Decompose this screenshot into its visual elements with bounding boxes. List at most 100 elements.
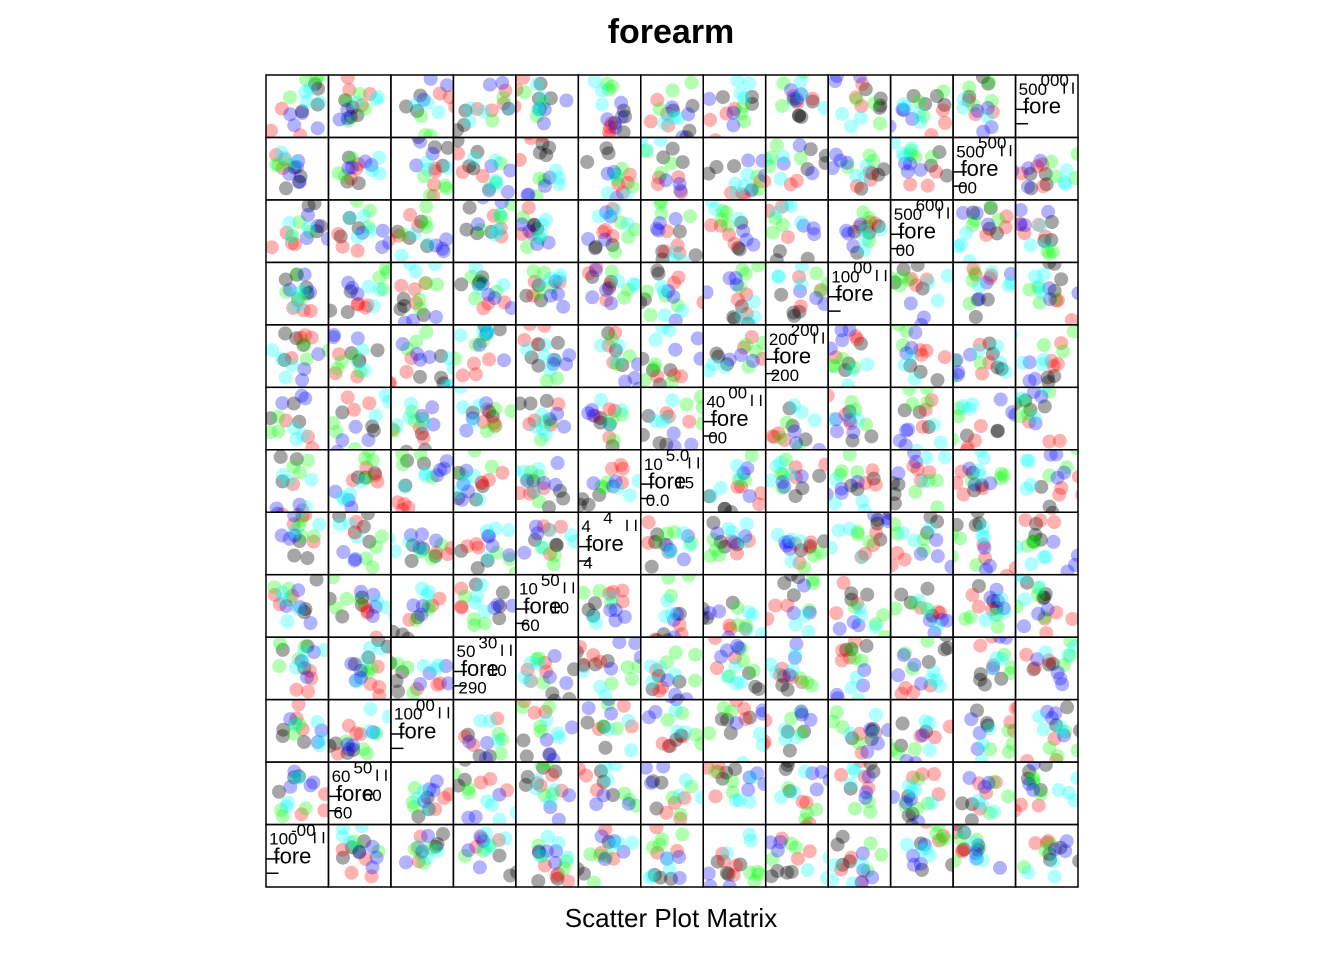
- scatter-point: [440, 160, 454, 175]
- scatter-point: [739, 232, 754, 247]
- scatter-point: [847, 600, 862, 614]
- scatter-point: [537, 858, 552, 873]
- scatter-point: [812, 468, 827, 483]
- scatter-point: [913, 162, 928, 177]
- scatter-point: [305, 441, 320, 450]
- scatter-point: [866, 153, 881, 168]
- scatter-point: [345, 473, 360, 488]
- scatter-point: [930, 500, 945, 513]
- scatter-point: [537, 414, 552, 429]
- scatter-point: [484, 224, 499, 239]
- scatter-point: [773, 835, 788, 849]
- scatter-point: [347, 525, 362, 540]
- scatter-point: [375, 223, 390, 238]
- scatter-point: [339, 591, 354, 606]
- scatter-point: [653, 535, 667, 550]
- scatter-point: [773, 455, 788, 470]
- scatter-point: [688, 673, 702, 688]
- scatter-point: [861, 769, 876, 784]
- scatter-point: [418, 215, 433, 230]
- diagonal-tick-label: 0.0: [646, 491, 670, 510]
- scatter-point: [913, 364, 928, 379]
- scatter-point: [731, 211, 746, 226]
- scatter-point: [292, 215, 307, 230]
- scatter-point: [906, 770, 920, 785]
- scatter-point: [273, 449, 288, 464]
- scatter-point: [978, 551, 993, 565]
- scatter-point: [850, 596, 865, 611]
- scatter-point: [894, 686, 909, 700]
- scatter-point: [927, 767, 942, 781]
- scatter-point: [723, 726, 738, 740]
- scatter-point: [1041, 375, 1056, 388]
- scatter-point: [606, 479, 620, 494]
- scatter-point: [336, 545, 351, 559]
- scatter-point: [835, 857, 850, 872]
- scatter-point: [611, 274, 625, 289]
- scatter-point: [602, 417, 617, 432]
- scatter-point: [347, 553, 362, 568]
- scatter-panel: [764, 698, 829, 763]
- scatter-point: [828, 388, 835, 403]
- scatter-panel: [452, 573, 517, 638]
- scatter-point: [413, 829, 428, 844]
- scatter-point: [906, 685, 921, 700]
- scatter-point: [341, 161, 356, 176]
- scatter-point: [330, 361, 345, 376]
- scatter-point: [343, 171, 358, 186]
- scatter-point: [292, 507, 306, 513]
- scatter-point: [485, 539, 500, 553]
- scatter-point: [667, 630, 682, 638]
- scatter-point: [492, 324, 507, 337]
- scatter-point: [548, 477, 563, 492]
- scatter-point: [295, 503, 310, 513]
- scatter-point: [552, 730, 567, 745]
- scatter-panel: [390, 324, 455, 389]
- scatter-point: [423, 128, 438, 138]
- scatter-point: [765, 159, 777, 174]
- scatter-point: [293, 330, 308, 345]
- scatter-point: [677, 791, 692, 806]
- scatter-point: [892, 278, 907, 293]
- scatter-point: [453, 146, 465, 161]
- scatter-point: [364, 869, 379, 884]
- scatter-point: [614, 95, 629, 110]
- scatter-point: [563, 528, 578, 543]
- scatter-point: [407, 282, 422, 297]
- scatter-point: [490, 597, 505, 612]
- scatter-point: [953, 824, 964, 832]
- scatter-point: [853, 217, 868, 232]
- scatter-point: [357, 363, 372, 378]
- scatter-point: [788, 730, 803, 745]
- scatter-point: [671, 693, 686, 700]
- scatter-point: [774, 661, 789, 676]
- scatter-point: [335, 829, 350, 844]
- scatter-point: [539, 148, 554, 163]
- scatter-point: [299, 94, 314, 109]
- scatter-point: [341, 493, 356, 508]
- scatter-point: [838, 407, 853, 422]
- scatter-point: [281, 581, 296, 596]
- scatter-point: [294, 528, 309, 543]
- scatter-point: [369, 726, 384, 741]
- scatter-point: [1042, 657, 1057, 672]
- scatter-point: [519, 288, 534, 303]
- scatter-point: [537, 265, 552, 280]
- scatter-point: [976, 451, 991, 466]
- scatter-point: [863, 172, 878, 187]
- scatter-point: [275, 507, 289, 513]
- scatter-point: [881, 514, 891, 529]
- scatter-point: [531, 838, 546, 853]
- scatter-point: [660, 713, 675, 727]
- scatter-point: [1019, 481, 1034, 496]
- scatter-point: [453, 387, 468, 394]
- scatter-point: [717, 501, 732, 513]
- scatter-point: [606, 837, 621, 852]
- scatter-point: [720, 357, 735, 372]
- scatter-point: [812, 443, 827, 450]
- scatter-point: [298, 602, 313, 617]
- scatter-point: [652, 170, 667, 185]
- scatter-point: [994, 466, 1009, 481]
- scatter-point: [650, 527, 665, 542]
- scatter-point: [1044, 233, 1059, 247]
